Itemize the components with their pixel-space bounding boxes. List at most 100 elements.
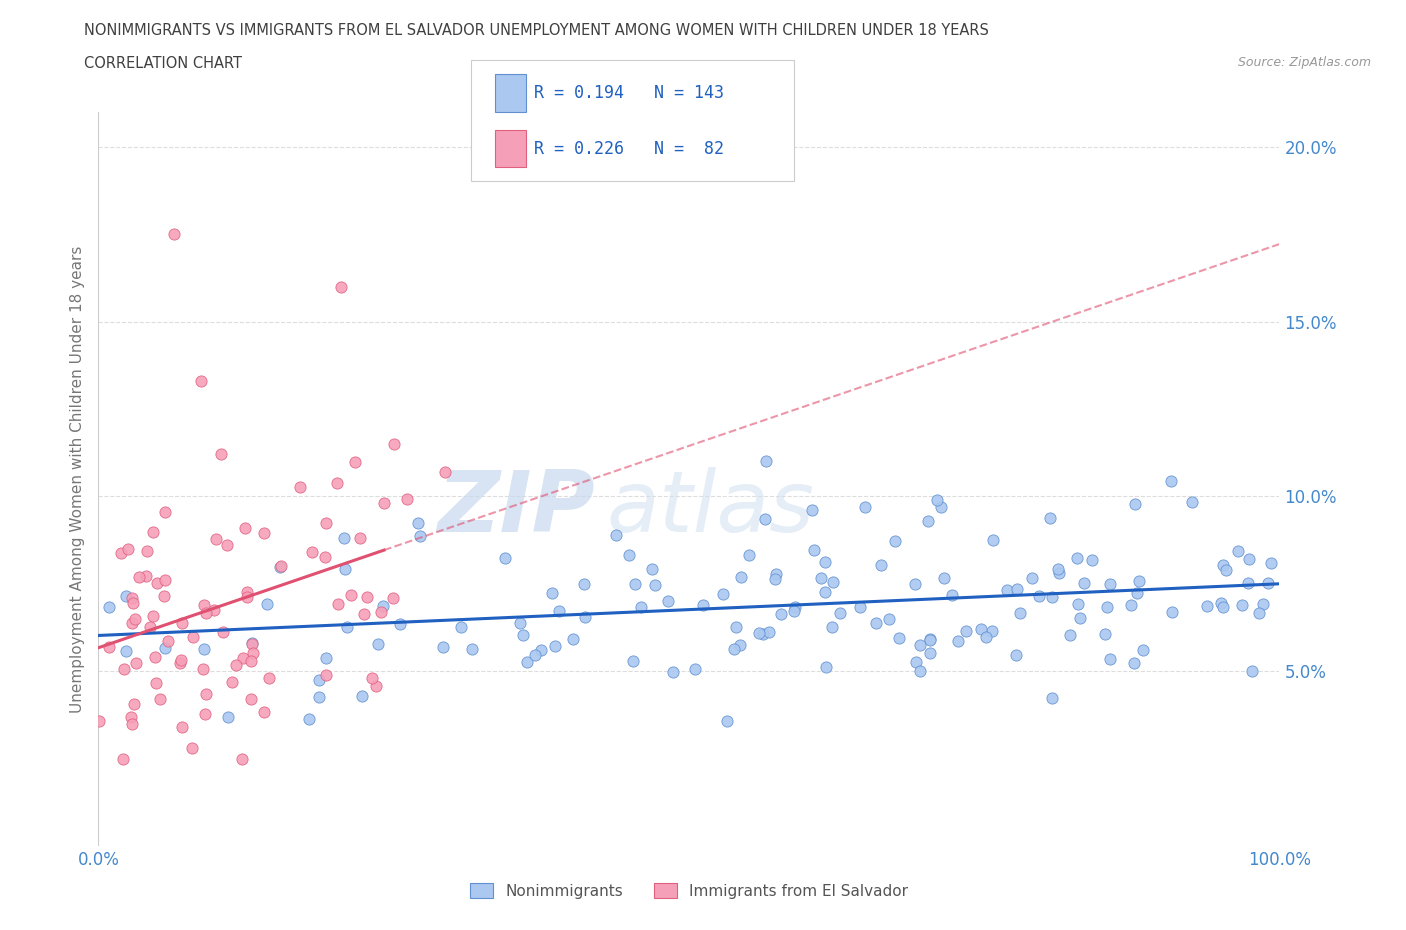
Point: [136, 543, 159, 558]
Point: [983, 532, 1005, 547]
Point: [995, 583, 1018, 598]
Point: [240, 636, 263, 651]
Point: [814, 585, 837, 600]
Point: [149, 692, 172, 707]
Point: [117, 541, 139, 556]
Point: [194, 605, 217, 620]
Point: [877, 612, 900, 627]
Point: [821, 575, 844, 590]
Point: [349, 531, 371, 546]
Point: [904, 577, 927, 591]
Point: [297, 712, 319, 727]
Point: [509, 615, 531, 630]
Point: [329, 279, 352, 294]
Point: [235, 585, 257, 600]
Point: [755, 454, 778, 469]
Point: [366, 679, 388, 694]
Point: [256, 596, 278, 611]
Point: [122, 697, 145, 711]
Point: [630, 599, 652, 614]
Point: [662, 665, 685, 680]
Point: [530, 642, 553, 657]
Point: [541, 586, 564, 601]
Point: [153, 589, 176, 604]
Point: [763, 572, 786, 587]
Point: [170, 616, 193, 631]
Point: [301, 544, 323, 559]
Point: [153, 505, 176, 520]
Point: [111, 751, 134, 766]
Point: [1047, 565, 1070, 580]
Point: [617, 548, 640, 563]
Point: [1123, 497, 1146, 512]
Point: [382, 591, 405, 605]
Point: [770, 606, 793, 621]
Point: [728, 638, 751, 653]
Point: [153, 573, 176, 588]
Point: [512, 627, 534, 642]
Text: atlas: atlas: [606, 467, 814, 550]
Point: [135, 569, 157, 584]
Point: [1197, 598, 1219, 613]
Point: [974, 630, 997, 644]
Point: [269, 560, 291, 575]
Point: [215, 538, 238, 552]
Point: [724, 619, 747, 634]
Point: [326, 476, 349, 491]
Y-axis label: Unemployment Among Women with Children Under 18 years: Unemployment Among Women with Children U…: [69, 246, 84, 712]
Point: [920, 645, 942, 660]
Point: [315, 650, 337, 665]
Point: [270, 558, 292, 573]
Point: [242, 645, 264, 660]
Point: [382, 436, 405, 451]
Point: [361, 671, 384, 685]
Point: [1126, 586, 1149, 601]
Point: [752, 627, 775, 642]
Point: [239, 691, 262, 706]
Legend: Nonimmigrants, Immigrants from El Salvador: Nonimmigrants, Immigrants from El Salvad…: [464, 877, 914, 905]
Point: [432, 640, 454, 655]
Point: [932, 570, 955, 585]
Text: NONIMMIGRANTS VS IMMIGRANTS FROM EL SALVADOR UNEMPLOYMENT AMONG WOMEN WITH CHILD: NONIMMIGRANTS VS IMMIGRANTS FROM EL SALV…: [84, 23, 990, 38]
Text: Source: ZipAtlas.com: Source: ZipAtlas.com: [1237, 56, 1371, 69]
Point: [1069, 611, 1091, 626]
Point: [121, 616, 143, 631]
Point: [1073, 576, 1095, 591]
Point: [980, 624, 1002, 639]
Point: [758, 625, 780, 640]
Point: [941, 588, 963, 603]
Point: [87, 714, 110, 729]
Point: [356, 590, 378, 604]
Point: [315, 515, 337, 530]
Point: [1128, 574, 1150, 589]
Point: [765, 566, 787, 581]
Point: [195, 686, 218, 701]
Point: [1230, 597, 1253, 612]
Point: [315, 668, 337, 683]
Point: [848, 599, 870, 614]
Point: [434, 464, 457, 479]
Point: [339, 587, 361, 602]
Point: [1212, 600, 1234, 615]
Point: [1021, 571, 1043, 586]
Point: [121, 591, 143, 605]
Point: [169, 655, 191, 670]
Point: [120, 710, 142, 724]
Point: [711, 587, 734, 602]
Point: [181, 630, 204, 644]
Point: [308, 672, 330, 687]
Point: [884, 534, 907, 549]
Point: [920, 632, 942, 647]
Point: [494, 550, 516, 565]
Point: [1059, 627, 1081, 642]
Point: [373, 496, 395, 511]
Point: [235, 590, 257, 604]
Point: [112, 661, 135, 676]
Point: [815, 660, 838, 675]
Point: [1080, 552, 1102, 567]
Point: [163, 227, 186, 242]
Point: [333, 531, 356, 546]
Point: [145, 649, 167, 664]
Point: [191, 661, 214, 676]
Point: [1160, 474, 1182, 489]
